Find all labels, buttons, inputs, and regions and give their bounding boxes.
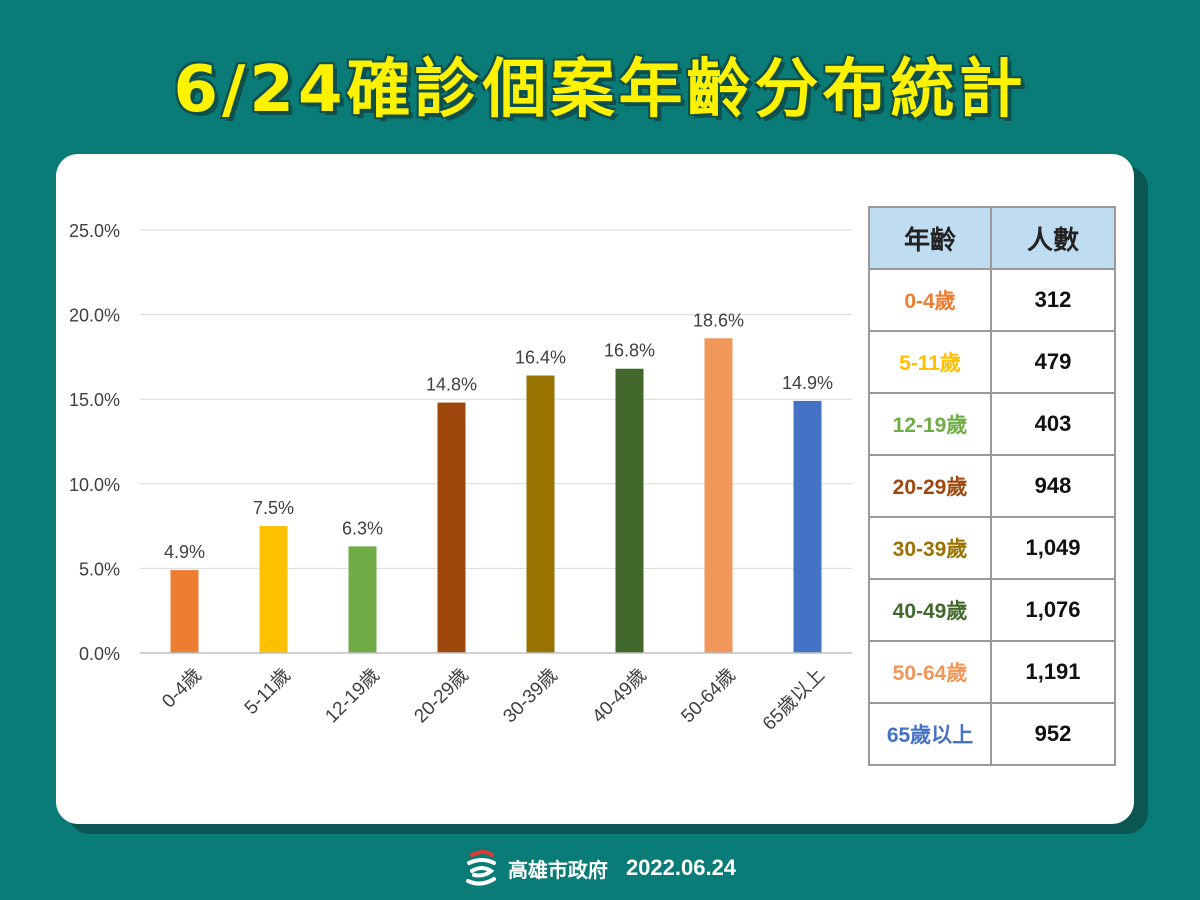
table-cell-count: 1,191 <box>990 640 1116 704</box>
data-label: 16.8% <box>604 341 655 361</box>
table-cell-age: 40-49歲 <box>868 578 992 642</box>
table-row: 50-64歲 1,191 <box>868 640 1116 704</box>
x-tick-label: 40-49歲 <box>588 664 651 727</box>
table-cell-age: 0-4歲 <box>868 268 992 332</box>
table-cell-age: 65歲以上 <box>868 702 992 766</box>
data-label: 14.9% <box>782 373 833 393</box>
data-label: 14.8% <box>426 375 477 395</box>
table-cell-count: 1,049 <box>990 516 1116 580</box>
table-row: 0-4歲 312 <box>868 268 1116 332</box>
table-row: 12-19歲 403 <box>868 392 1116 456</box>
age-count-table: 年齡 人數 0-4歲 312 5-11歲 479 12-19歲 403 20-29歲 948 3… <box>868 206 1116 766</box>
table-header-count: 人數 <box>990 206 1116 270</box>
y-tick-label: 20.0% <box>69 306 120 326</box>
x-tick-label: 50-64歲 <box>677 664 740 727</box>
bar <box>704 338 733 653</box>
table-row: 30-39歲 1,049 <box>868 516 1116 580</box>
bar <box>437 402 466 653</box>
table-cell-count: 403 <box>990 392 1116 456</box>
x-tick-label: 0-4歲 <box>158 664 206 712</box>
table-cell-age: 12-19歲 <box>868 392 992 456</box>
data-label: 18.6% <box>693 310 744 330</box>
data-label: 7.5% <box>253 498 294 518</box>
table-row: 20-29歲 948 <box>868 454 1116 518</box>
bar <box>170 570 199 653</box>
kaohsiung-logo-icon <box>465 850 496 886</box>
table-cell-age: 50-64歲 <box>868 640 992 704</box>
y-tick-label: 10.0% <box>69 475 120 495</box>
bar <box>615 368 644 653</box>
x-tick-label: 30-39歲 <box>499 664 562 727</box>
table-cell-count: 948 <box>990 454 1116 518</box>
table-cell-count: 952 <box>990 702 1116 766</box>
data-label: 4.9% <box>164 542 205 562</box>
page-title: 6/24確診個案年齡分布統計 <box>173 53 1027 127</box>
data-label: 16.4% <box>515 348 566 368</box>
table-cell-age: 20-29歲 <box>868 454 992 518</box>
table-row: 40-49歲 1,076 <box>868 578 1116 642</box>
x-tick-label: 5-11歲 <box>240 664 295 719</box>
footer-org: 高雄市政府 <box>507 859 608 882</box>
y-tick-label: 25.0% <box>69 221 120 241</box>
table-cell-count: 1,076 <box>990 578 1116 642</box>
bar <box>793 400 822 653</box>
x-tick-label: 65歲以上 <box>758 664 829 735</box>
footer-date: 2022.06.24 <box>625 855 737 880</box>
bar <box>348 546 377 653</box>
y-tick-label: 15.0% <box>69 390 120 410</box>
x-tick-label: 20-29歲 <box>410 664 473 727</box>
table-header-age: 年齡 <box>868 206 992 270</box>
data-label: 6.3% <box>342 518 383 538</box>
bar <box>526 375 555 653</box>
table-cell-age: 30-39歲 <box>868 516 992 580</box>
y-tick-label: 0.0% <box>79 644 120 664</box>
y-tick-label: 5.0% <box>79 559 120 579</box>
table-row: 5-11歲 479 <box>868 330 1116 394</box>
table-row: 65歲以上 952 <box>868 702 1116 766</box>
table-cell-age: 5-11歲 <box>868 330 992 394</box>
table-cell-count: 479 <box>990 330 1116 394</box>
x-tick-label: 12-19歲 <box>321 664 384 727</box>
bar <box>259 526 288 653</box>
table-cell-count: 312 <box>990 268 1116 332</box>
footer: 高雄市政府 2022.06.24 <box>0 848 1200 888</box>
